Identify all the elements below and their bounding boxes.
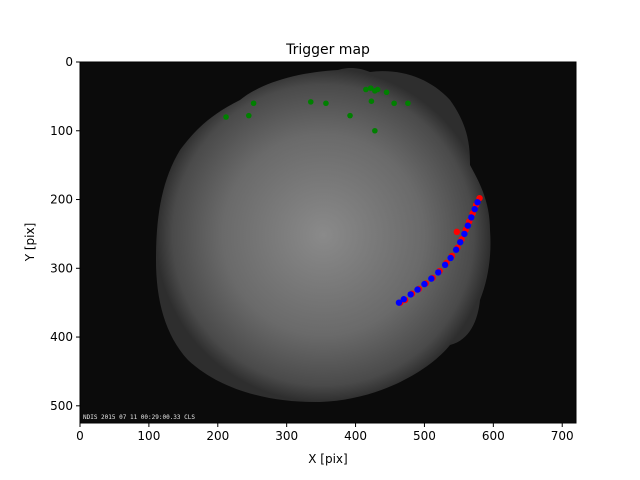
y-tick-label: 300 (50, 261, 73, 275)
data-point (250, 100, 257, 107)
series-0 (223, 85, 411, 134)
data-point (435, 269, 442, 276)
data-point (474, 199, 481, 206)
data-point (391, 100, 397, 107)
axes-frame (79, 61, 577, 424)
series-layer (223, 85, 483, 306)
data-point (368, 98, 375, 104)
x-tick-label: 500 (413, 429, 436, 443)
data-point (307, 99, 314, 105)
y-tick-label: 200 (50, 193, 73, 207)
y-tick-label: 400 (50, 330, 73, 344)
x-axis-ticks: 0 100 200 300 400 500 600 700 (76, 423, 574, 443)
data-point (323, 100, 329, 107)
data-point (428, 275, 435, 282)
sky-disc (156, 68, 491, 403)
data-point (405, 100, 411, 107)
data-point (400, 296, 407, 303)
data-point (453, 228, 461, 236)
data-point (347, 112, 353, 119)
data-point (245, 112, 252, 119)
data-point (367, 85, 374, 91)
data-point (363, 86, 369, 93)
data-point (223, 114, 229, 120)
y-tick-label: 500 (50, 399, 73, 413)
x-tick-label: 400 (344, 429, 367, 443)
data-point (457, 238, 464, 246)
plot-area: NDIS 2015 07 11 00:29:00.33 CLS (80, 62, 576, 423)
data-point (421, 280, 428, 288)
y-tick-label: 100 (50, 124, 73, 138)
y-axis-label: Y [pix] (23, 223, 37, 263)
data-point (447, 254, 454, 262)
data-point (452, 246, 460, 253)
chart-title: Trigger map (285, 42, 370, 58)
data-point (374, 86, 381, 93)
x-tick-label: 300 (275, 429, 298, 443)
x-tick-label: 700 (551, 429, 574, 443)
y-axis-ticks: 0 100 200 300 400 500 (50, 55, 80, 413)
x-tick-label: 100 (137, 429, 160, 443)
data-point (414, 286, 421, 293)
data-point (407, 291, 414, 298)
x-tick-label: 200 (206, 429, 229, 443)
data-point (461, 230, 468, 238)
data-point (441, 261, 449, 269)
series-2 (395, 199, 481, 306)
x-axis-label: X [pix] (308, 452, 347, 466)
timestamp-overlay: NDIS 2015 07 11 00:29:00.33 CLS (83, 414, 195, 421)
x-tick-label: 0 (76, 429, 84, 443)
data-point (395, 299, 403, 306)
data-point (464, 222, 472, 229)
data-point (372, 127, 378, 134)
data-point (468, 214, 475, 221)
data-point (383, 89, 390, 96)
data-point (471, 205, 478, 213)
y-tick-label: 0 (65, 55, 73, 69)
x-tick-label: 600 (482, 429, 505, 443)
